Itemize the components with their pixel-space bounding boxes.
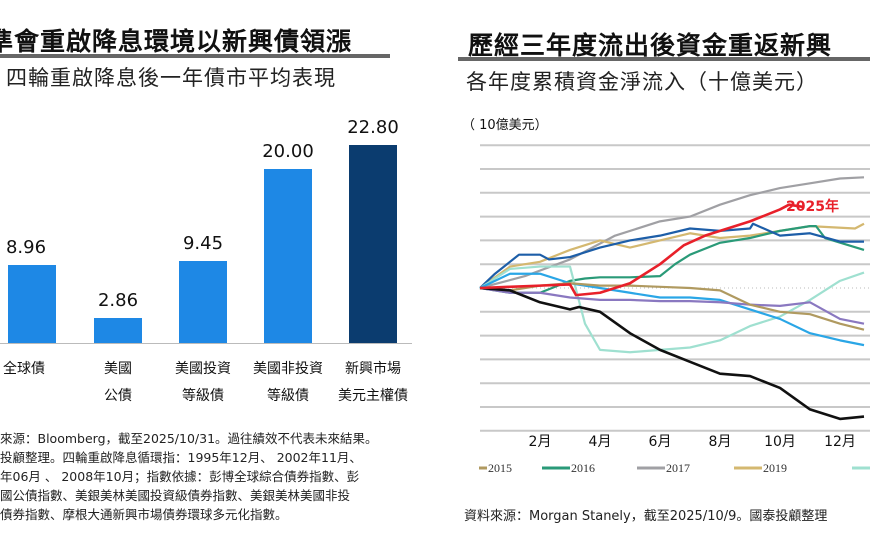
bar [8, 265, 56, 343]
footnote-line: 年06月 、 2008年10月；指數依據：彭博全球綜合債券指數、彭 [0, 469, 360, 484]
bar [179, 260, 227, 343]
footnote-line: 來源：Bloomberg，截至2025/10/31。過往績效不代表未來結果。 [0, 431, 378, 446]
footnote-line: 投顧整理。四輪重啟降息循環指：1995年12月、 2002年11月、 [0, 450, 362, 465]
category-label: 美國 公債 [73, 356, 163, 410]
category-line: 新興市場 [345, 361, 401, 377]
left-title: 準會重啟降息環境以新興債領漲 [0, 27, 353, 56]
category-line: 等級債 [182, 388, 224, 404]
title-underline [0, 54, 390, 58]
category-label: 美國非投資 等級債 [243, 356, 333, 410]
bar-baseline [0, 343, 412, 344]
title-underline [458, 57, 870, 61]
category-label: 美國投資 等級債 [158, 356, 248, 410]
bar [264, 169, 312, 343]
bar-value-label: 2.86 [97, 290, 139, 312]
bar-value-label: 8.96 [5, 237, 47, 259]
category-line: 等級債 [267, 388, 309, 404]
footnote-line: 債券指數、摩根大通新興市場債券環球多元化指數。 [0, 507, 288, 522]
bar-value-label: 9.45 [182, 232, 224, 254]
category-line: 美元主權債 [338, 388, 408, 404]
category-label: 全球債 [0, 356, 69, 383]
bar [349, 144, 397, 343]
right-panel: 歷經三年度流出後資金重返新興 各年度累積資金淨流入（十億美元） （ 10億美元）… [450, 0, 870, 536]
category-line: 公債 [104, 388, 132, 404]
category-line: 美國非投資 [253, 361, 323, 377]
category-line: 全球債 [3, 361, 45, 377]
footnote-line: 國公債指數、美銀美林美國投資級債券指數、美銀美林美國非投 [0, 488, 351, 503]
category-label: 新興市場 美元主權債 [328, 356, 418, 410]
right-title: 歷經三年度流出後資金重返新興 [468, 31, 833, 60]
category-line: 美國 [104, 361, 132, 377]
y-unit-label: （ 10億美元） [462, 118, 548, 133]
bar-value-label: 22.80 [347, 116, 399, 138]
left-panel: 準會重啟降息環境以新興債領漲 四輪重啟降息後一年債市平均表現 8.96 全球債 2.… [0, 27, 418, 522]
left-subtitle: 四輪重啟降息後一年債市平均表現 [6, 66, 336, 90]
right-footnote: 資料來源：Morgan Stanely，截至2025/10/9。國泰投顧整理 [464, 509, 828, 524]
category-line: 美國投資 [175, 361, 231, 377]
bar-value-label: 20.00 [262, 141, 314, 162]
right-subtitle: 各年度累積資金淨流入（十億美元） [466, 70, 818, 94]
bar [94, 318, 142, 343]
